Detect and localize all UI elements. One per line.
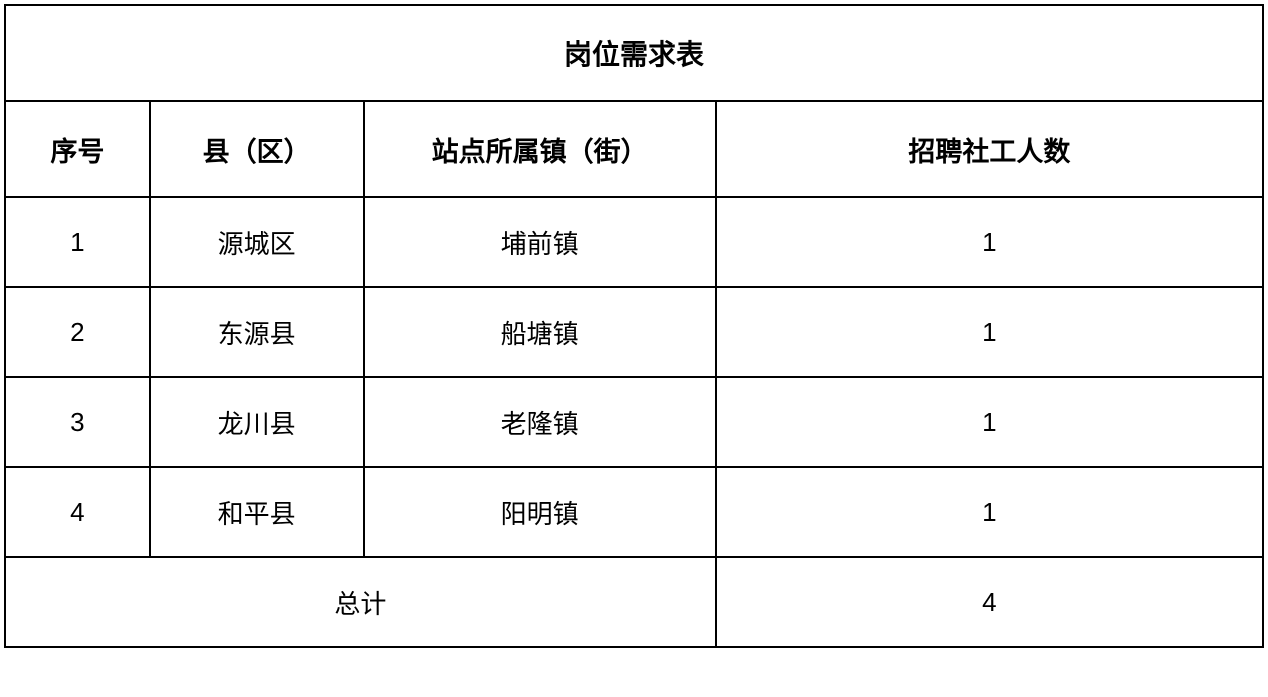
- cell-count: 1: [716, 197, 1263, 287]
- cell-town: 埔前镇: [364, 197, 716, 287]
- total-label: 总计: [5, 557, 716, 647]
- col-header-count: 招聘社工人数: [716, 101, 1263, 197]
- table-row: 4 和平县 阳明镇 1: [5, 467, 1263, 557]
- cell-district: 源城区: [150, 197, 364, 287]
- table-header-row: 序号 县（区） 站点所属镇（街） 招聘社工人数: [5, 101, 1263, 197]
- cell-town: 船塘镇: [364, 287, 716, 377]
- job-demand-table: 岗位需求表 序号 县（区） 站点所属镇（街） 招聘社工人数 1 源城区 埔前镇 …: [4, 4, 1264, 648]
- col-header-town: 站点所属镇（街）: [364, 101, 716, 197]
- col-header-seq: 序号: [5, 101, 150, 197]
- table-row: 2 东源县 船塘镇 1: [5, 287, 1263, 377]
- cell-town: 老隆镇: [364, 377, 716, 467]
- cell-seq: 3: [5, 377, 150, 467]
- cell-district: 龙川县: [150, 377, 364, 467]
- cell-count: 1: [716, 377, 1263, 467]
- cell-seq: 4: [5, 467, 150, 557]
- cell-district: 和平县: [150, 467, 364, 557]
- cell-seq: 1: [5, 197, 150, 287]
- cell-count: 1: [716, 287, 1263, 377]
- col-header-district: 县（区）: [150, 101, 364, 197]
- table-row: 3 龙川县 老隆镇 1: [5, 377, 1263, 467]
- table-total-row: 总计 4: [5, 557, 1263, 647]
- cell-count: 1: [716, 467, 1263, 557]
- cell-seq: 2: [5, 287, 150, 377]
- cell-town: 阳明镇: [364, 467, 716, 557]
- table-row: 1 源城区 埔前镇 1: [5, 197, 1263, 287]
- cell-district: 东源县: [150, 287, 364, 377]
- total-value: 4: [716, 557, 1263, 647]
- table-title: 岗位需求表: [5, 5, 1263, 101]
- table-title-row: 岗位需求表: [5, 5, 1263, 101]
